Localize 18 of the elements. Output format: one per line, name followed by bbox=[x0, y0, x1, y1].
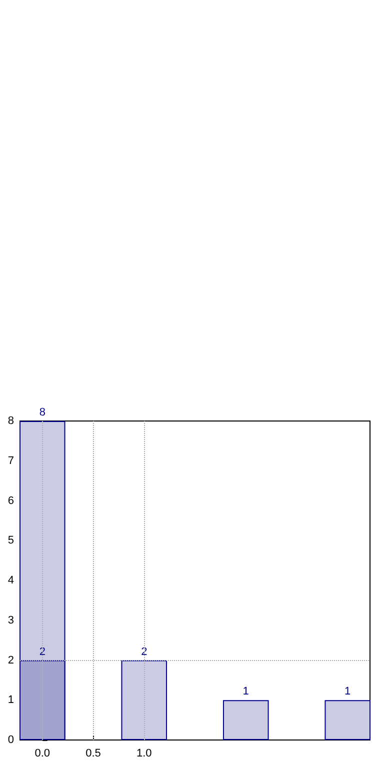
y-tick-label: 3 bbox=[8, 614, 14, 626]
x-tick-label: 0.0 bbox=[34, 748, 50, 760]
y-tick-label: 5 bbox=[8, 534, 14, 547]
y-tick-label: 0 bbox=[8, 734, 14, 746]
y-tick-label: 6 bbox=[8, 494, 14, 507]
data-label: 1 bbox=[242, 686, 249, 698]
y-tick-label: 7 bbox=[8, 454, 14, 467]
x-tick-label: 0.5 bbox=[86, 748, 101, 760]
data-label: 1 bbox=[344, 686, 351, 698]
y-tick-label: 1 bbox=[8, 694, 14, 706]
bar bbox=[222, 700, 269, 740]
bar bbox=[121, 660, 168, 740]
data-label: 8 bbox=[39, 406, 46, 418]
x-tick-label: 1.0 bbox=[136, 748, 152, 760]
bar bbox=[324, 700, 371, 740]
y-tick-label: 4 bbox=[8, 574, 14, 586]
y-tick-label: 2 bbox=[8, 654, 14, 666]
y-tick-label: 8 bbox=[8, 415, 14, 427]
